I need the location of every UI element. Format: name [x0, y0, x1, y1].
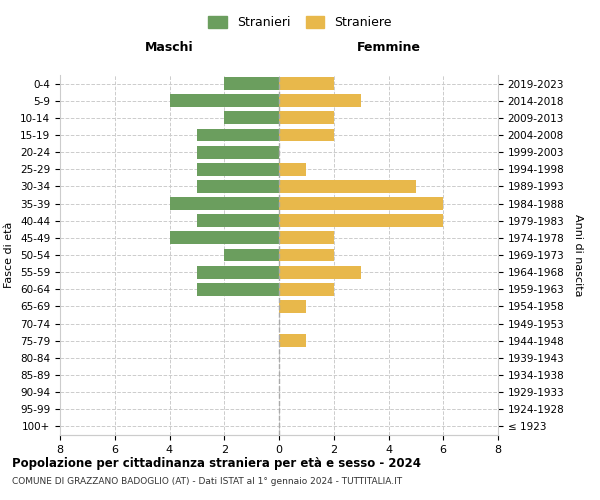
Bar	[279, 163, 307, 175]
Bar	[279, 112, 334, 124]
Bar	[279, 334, 307, 347]
Bar	[197, 163, 279, 175]
Bar	[170, 197, 279, 210]
Y-axis label: Fasce di età: Fasce di età	[4, 222, 14, 288]
Bar	[279, 300, 307, 313]
Bar	[197, 128, 279, 141]
Bar	[279, 94, 361, 107]
Bar	[279, 248, 334, 262]
Text: Femmine: Femmine	[356, 41, 421, 54]
Bar	[197, 180, 279, 193]
Bar	[279, 232, 334, 244]
Bar	[279, 197, 443, 210]
Bar	[279, 180, 416, 193]
Bar	[224, 248, 279, 262]
Bar	[197, 214, 279, 227]
Legend: Stranieri, Straniere: Stranieri, Straniere	[203, 11, 397, 34]
Bar	[170, 94, 279, 107]
Bar	[197, 283, 279, 296]
Bar	[224, 112, 279, 124]
Text: Maschi: Maschi	[145, 41, 194, 54]
Text: Popolazione per cittadinanza straniera per età e sesso - 2024: Popolazione per cittadinanza straniera p…	[12, 458, 421, 470]
Bar	[224, 77, 279, 90]
Bar	[170, 232, 279, 244]
Bar	[279, 266, 361, 278]
Text: COMUNE DI GRAZZANO BADOGLIO (AT) - Dati ISTAT al 1° gennaio 2024 - TUTTITALIA.IT: COMUNE DI GRAZZANO BADOGLIO (AT) - Dati …	[12, 478, 402, 486]
Bar	[279, 77, 334, 90]
Bar	[279, 214, 443, 227]
Bar	[279, 283, 334, 296]
Bar	[197, 146, 279, 158]
Y-axis label: Anni di nascita: Anni di nascita	[573, 214, 583, 296]
Bar	[197, 266, 279, 278]
Bar	[279, 128, 334, 141]
